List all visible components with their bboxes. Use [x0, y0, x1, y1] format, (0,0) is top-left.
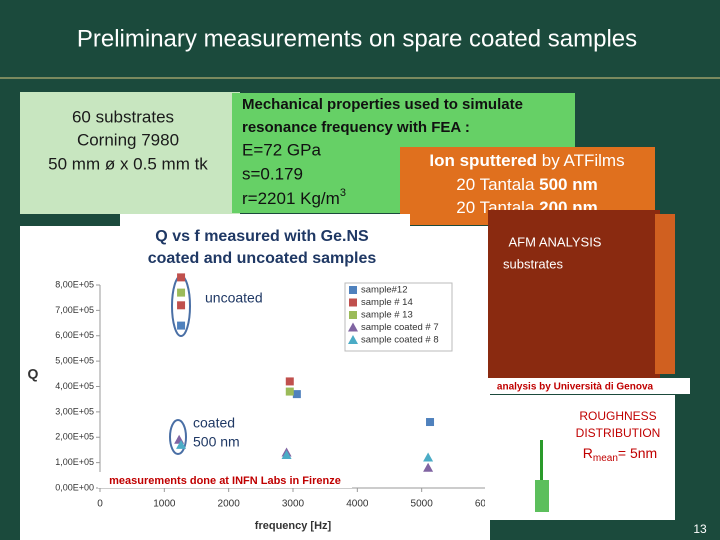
title: Preliminary measurements on spare coated… — [77, 25, 637, 52]
credit-box — [480, 378, 690, 394]
afm-subtitle: substrates — [503, 256, 563, 271]
legend-marker — [349, 298, 357, 307]
substrate-line: 50 mm ø x 0.5 mm tk — [48, 154, 208, 173]
roughness-value: Rmean= 5nm — [583, 445, 657, 464]
y-tick-label: 2,00E+05 — [55, 432, 94, 442]
r-sup: 3 — [340, 187, 346, 199]
x-tick-label: 1000 — [153, 499, 176, 510]
y-tick-label: 3,00E+05 — [55, 406, 94, 416]
chart: 0,00E+00 1,00E+05 2,00E+05 3,00E+05 4,00E+05… — [28, 273, 498, 532]
coating-bold: 500 nm — [539, 175, 598, 194]
substrate-line: Corning 7980 — [77, 130, 179, 149]
annotation-bg — [98, 472, 352, 488]
legend-label: sample # 14 — [361, 297, 413, 308]
point — [176, 439, 187, 449]
x-tick-label: 2000 — [218, 499, 241, 510]
highlight — [169, 419, 187, 455]
mechanical-e: E=72 GPa — [242, 140, 321, 159]
y-tick-label: 7,00E+05 — [55, 305, 94, 315]
point — [285, 387, 294, 396]
point — [177, 288, 186, 297]
point — [177, 301, 186, 310]
annotation: 500 nm — [193, 434, 240, 450]
roughness-title: ROUGHNESS — [579, 409, 656, 423]
x-tick-label: 0 — [97, 499, 103, 510]
legend-marker — [348, 335, 358, 344]
legend-label: sample coated # 8 — [361, 335, 439, 346]
substrate-panel — [20, 92, 240, 214]
legend-marker — [348, 322, 358, 332]
annotation: coated — [193, 415, 235, 431]
point — [426, 418, 435, 427]
point — [423, 462, 434, 472]
point — [285, 377, 294, 386]
point — [281, 450, 292, 460]
x-tick-label: 3000 — [282, 499, 305, 510]
page-number: 13 — [693, 522, 707, 536]
coating-text: 20 Tantala — [456, 175, 539, 194]
point — [292, 390, 301, 399]
mechanical-s: s=0.179 — [242, 164, 303, 183]
coating-line: Ion sputtered by ATFilms — [429, 151, 624, 170]
point — [177, 273, 186, 282]
histogram-peak — [540, 440, 543, 512]
y-axis-label: Q — [28, 366, 39, 382]
r-rest: = 5nm — [618, 445, 657, 461]
legend-label: sample coated # 7 — [361, 322, 439, 333]
x-tick-label: 5000 — [411, 499, 434, 510]
legend-label: sample # 13 — [361, 310, 413, 321]
afm-scale — [655, 214, 675, 374]
caption-box — [120, 214, 410, 272]
r-text: r=2201 Kg/m — [242, 189, 340, 208]
y-tick-label: 1,00E+05 — [55, 457, 94, 467]
coating-text: by ATFilms — [537, 151, 625, 170]
coating-line: 20 Tantala 500 nm — [456, 175, 597, 194]
afm-image — [488, 210, 660, 382]
histogram-body — [535, 480, 549, 512]
roughness-panel — [485, 395, 675, 520]
x-tick-label: 4000 — [346, 499, 369, 510]
chart-caption: Q vs f measured with Ge.NS — [155, 228, 369, 245]
point — [423, 452, 434, 462]
mechanical-heading: Mechanical properties used to simulate — [242, 96, 523, 113]
coating-bold: Ion sputtered — [429, 151, 537, 170]
legend-label: sample#12 — [361, 285, 407, 296]
roughness-title: DISTRIBUTION — [576, 426, 661, 440]
y-tick-label: 8,00E+05 — [55, 279, 94, 289]
point — [177, 321, 186, 330]
y-tick-label: 6,00E+05 — [55, 330, 94, 340]
mechanical-r: r=2201 Kg/m3 — [242, 187, 346, 209]
substrate-line: 60 substrates — [72, 107, 174, 126]
y-tick-label: 0,00E+00 — [55, 482, 94, 492]
afm-credit: analysis by Università di Genova — [497, 382, 654, 393]
r-sub: mean — [593, 453, 618, 464]
r-letter: R — [583, 445, 593, 461]
legend-box — [344, 282, 453, 352]
mechanical-heading: resonance frequency with FEA : — [242, 119, 470, 136]
x-axis-label: frequency [Hz] — [255, 520, 332, 532]
afm-title: AFM ANALYSIS — [509, 234, 602, 249]
legend-marker — [349, 311, 357, 319]
chart-caption: coated and uncoated samples — [148, 250, 377, 267]
y-tick-label: 4,00E+05 — [55, 381, 94, 391]
annotation: uncoated — [205, 290, 263, 306]
annotation: measurements done at INFN Labs in Firenz… — [109, 475, 341, 487]
legend-marker — [349, 286, 357, 294]
y-tick-label: 5,00E+05 — [55, 356, 94, 366]
